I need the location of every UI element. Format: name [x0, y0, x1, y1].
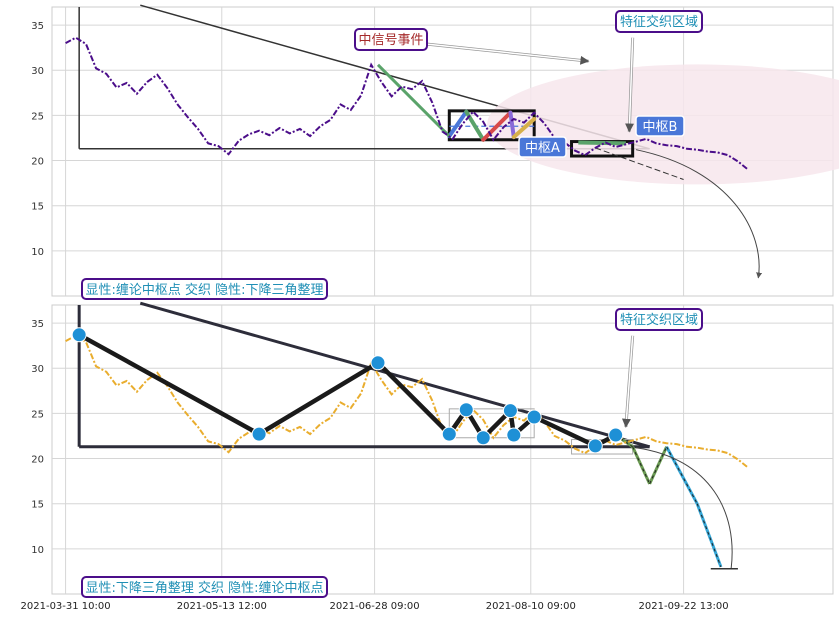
top-caption: 显性:缠论中枢点 交织 隐性:下降三角整理	[81, 278, 328, 300]
region-label-top-text: 特征交织区域	[620, 14, 698, 30]
y-tick-label: 15	[31, 500, 44, 511]
projection-dash	[649, 446, 668, 485]
region-arrow-bottom	[621, 335, 634, 428]
y-tick-label: 15	[31, 202, 44, 213]
pivot-a-segment	[508, 110, 516, 140]
pivot-point	[502, 403, 518, 419]
x-tick-label: 2021-09-22 13:00	[639, 601, 729, 612]
projection-curve	[635, 447, 733, 569]
pivot-point	[370, 355, 386, 371]
y-tick-label: 25	[31, 409, 44, 420]
y-tick-label: 30	[31, 364, 44, 375]
y-tick-label: 20	[31, 455, 44, 466]
y-tick-label: 10	[31, 545, 44, 556]
pivot-a-box	[447, 109, 536, 142]
top-panel: 10 15 20 25 30 35	[31, 4, 839, 297]
pivot-point	[441, 426, 457, 442]
y-tick-label: 35	[31, 21, 44, 32]
top-caption-text: 显性:缠论中枢点 交织 隐性:下降三角整理	[85, 282, 323, 298]
y-tick-label: 20	[31, 157, 44, 168]
x-tick-label: 2021-05-13 12:00	[177, 601, 267, 612]
price-line-orange	[65, 334, 749, 469]
signal-label: 中信号事件	[354, 28, 428, 51]
pivot-a-segment	[511, 116, 537, 140]
region-label-bottom-text: 特征交织区域	[620, 312, 698, 328]
pivot-point	[587, 438, 603, 454]
pivot-b-label: 中枢B	[635, 115, 685, 137]
pivot-point	[458, 402, 474, 418]
pivot-point	[526, 409, 542, 425]
pivot-point	[506, 427, 522, 443]
projection-curve-arrow	[635, 149, 763, 279]
x-tick-label: 2021-08-10 09:00	[486, 601, 576, 612]
triangle-resistance-line	[139, 301, 651, 449]
y-tick-label: 25	[31, 111, 44, 122]
x-tick-label: 2021-03-31 10:00	[21, 601, 111, 612]
pivot-a-segment	[481, 110, 513, 142]
pivot-point	[71, 327, 87, 343]
y-tick-label: 30	[31, 66, 44, 77]
projection-dash	[632, 446, 651, 485]
y-tick-label: 35	[31, 319, 44, 330]
pivot-a-label: 中枢A	[518, 136, 567, 158]
pivot-a-entry	[376, 63, 451, 138]
pivot-point	[475, 430, 491, 446]
signal-label-text: 中信号事件	[358, 33, 423, 48]
pivot-b-segment	[578, 140, 626, 146]
projection-dash	[696, 503, 722, 568]
region-label-bottom: 特征交织区域	[615, 308, 703, 331]
pivot-point	[251, 426, 267, 442]
projection-dash	[666, 446, 698, 504]
pivot-point	[608, 427, 624, 443]
y-tick-label: 10	[31, 247, 44, 258]
region-label-top: 特征交织区域	[615, 10, 703, 33]
projection-line	[595, 147, 684, 180]
pivot-a-label-text: 中枢A	[525, 141, 560, 156]
x-tick-label: 2021-06-28 09:00	[330, 601, 420, 612]
region-arrow-top	[625, 37, 635, 133]
bottom-caption-text: 显性:下降三角整理 交织 隐性:缠论中枢点	[85, 580, 323, 596]
bottom-panel: 10 15 20 25 30 35	[31, 301, 834, 595]
bottom-caption: 显性:下降三角整理 交织 隐性:缠论中枢点	[81, 576, 328, 598]
pivot-a-segment	[447, 109, 469, 139]
price-line-purple	[65, 36, 749, 171]
pivot-b-label-text: 中枢B	[643, 120, 678, 135]
x-axis: 2021-03-31 10:00 2021-05-13 12:00 2021-06-…	[21, 601, 729, 612]
